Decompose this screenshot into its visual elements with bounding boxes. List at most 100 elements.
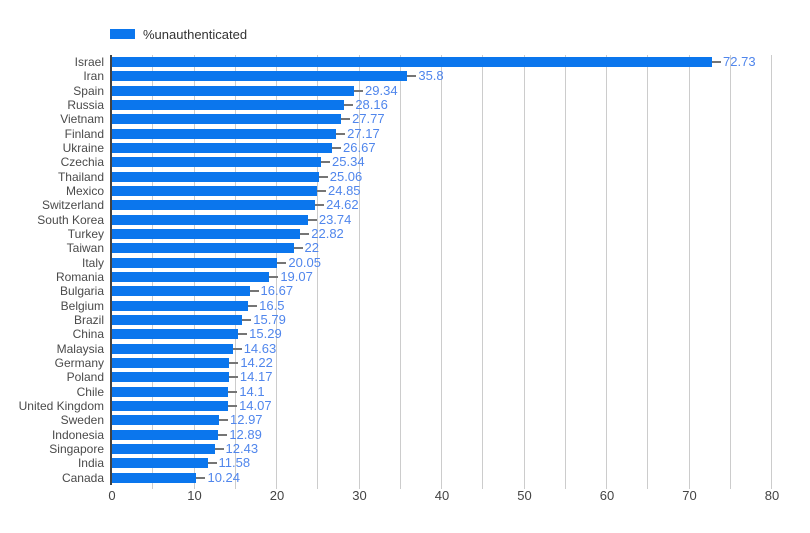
annotation-stem [228,376,238,379]
bar-chile[interactable] [112,386,229,397]
category-label: Iran [83,69,104,84]
category-label: Finland [64,126,104,141]
bar-spain[interactable] [112,85,355,96]
gridline [234,55,236,489]
bar-row: 11.58 [112,455,770,471]
gridline [771,55,772,489]
bar-turkey[interactable] [112,229,301,240]
annotation-stem [248,304,258,307]
gridline [729,55,731,489]
bar-taiwan[interactable] [112,243,294,254]
bar-israel[interactable] [112,57,713,68]
annotation-stem [315,204,325,207]
value-label: 11.58 [218,455,251,471]
bar-czechia[interactable] [112,157,322,168]
bar-ukraine[interactable] [112,143,333,154]
bar-indonesia[interactable] [112,429,219,440]
bar-thailand[interactable] [112,171,319,182]
annotation-stem [307,218,317,221]
bar-poland[interactable] [112,372,229,383]
bar-romania[interactable] [112,272,270,283]
category-label: Switzerland [41,198,104,213]
value-label: 19.07 [280,269,313,284]
bar-united-kingdom[interactable] [112,401,229,412]
gridline [152,55,154,489]
bar-belgium[interactable] [112,300,249,311]
category-label: Mexico [65,184,104,198]
gridline [482,55,484,489]
bar-germany[interactable] [112,358,230,369]
bar-switzerland[interactable] [112,200,316,211]
category-label: Spain [73,83,104,98]
annotation-stem [321,161,331,164]
value-label: 20.05 [288,254,321,270]
category-label: Turkey [67,227,104,241]
legend-label: %unauthenticated [143,26,248,42]
category-label: Singapore [49,442,104,456]
annotation-stem [318,175,328,178]
value-label: 28.16 [355,97,388,112]
bar-finland[interactable] [112,128,337,139]
category-label: United Kingdom [18,399,104,413]
bar-row: 72.73 [112,54,770,69]
x-tick-label: 70 [682,488,697,503]
x-axis: 0 10 20 30 40 50 60 70 80 [0,488,810,506]
bar-vietnam[interactable] [112,114,342,125]
annotation-stem [219,419,228,422]
annotation-stem [344,104,354,107]
bar-iran[interactable] [112,71,408,82]
annotation-stem [293,247,303,250]
bar-row: 22 [112,240,770,255]
bar-russia[interactable] [112,100,345,111]
bar-row: 20.05 [112,254,770,270]
annotation-stem [354,89,364,92]
value-label: 22.82 [311,226,344,241]
bar-china[interactable] [112,329,239,340]
value-label: 14.63 [243,340,277,356]
category-label: Israel [74,55,104,69]
legend-color-swatch [110,29,135,39]
bar-row: 35.8 [112,68,770,83]
bar-row: 25.06 [112,169,770,184]
category-label: Belgium [60,298,104,313]
gridline [358,55,360,489]
bar-bulgaria[interactable] [112,286,250,297]
bar-india[interactable] [112,458,208,469]
annotation-stem [207,462,217,465]
value-label: 26.67 [343,140,376,155]
bar-row: 19.07 [112,269,770,284]
value-label: 15.29 [249,326,282,342]
value-label: 12.89 [229,426,262,442]
category-label: Canada [61,470,104,485]
value-label: 14.07 [239,398,272,413]
bar-row: 14.07 [112,398,770,413]
gridline [564,55,566,489]
category-label: Indonesia [51,427,104,442]
x-tick-label: 30 [352,488,367,503]
bar-row: 25.34 [112,154,770,169]
bar-row: 16.5 [112,297,770,313]
bar-row: 16.67 [112,283,770,298]
bar-row: 15.29 [112,326,770,342]
bar-sweden[interactable] [112,415,219,426]
bar-singapore[interactable] [112,444,215,455]
category-label: Russia [67,98,104,112]
category-label: Malaysia [56,341,104,356]
bar-row: 10.24 [112,470,770,485]
annotation-stem [269,276,279,279]
bar-malaysia[interactable] [112,343,233,354]
bar-row: 14.17 [112,369,770,384]
annotation-stem [712,61,722,64]
annotation-stem [317,190,326,193]
category-label: Sweden [60,413,104,428]
bar-italy[interactable] [112,257,278,268]
annotation-stem [229,362,239,365]
bar-canada[interactable] [112,472,197,483]
bar-row: 24.62 [112,197,770,212]
annotation-stem [407,75,417,78]
value-label: 16.5 [259,297,285,313]
bar-brazil[interactable] [112,315,243,326]
bar-mexico[interactable] [112,186,317,197]
category-label: India [77,456,104,471]
bar-south-korea[interactable] [112,214,308,225]
